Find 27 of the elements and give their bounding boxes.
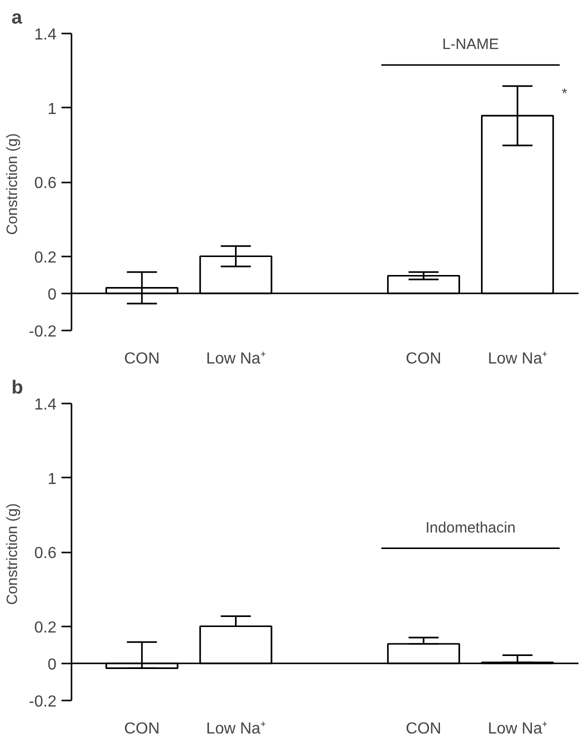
y-axis-title: Constriction (g) <box>4 503 21 605</box>
y-axis-title: Constriction (g) <box>4 133 21 235</box>
x-tick-label: CON <box>124 720 160 738</box>
y-tick-label: 0.2 <box>34 619 57 636</box>
x-tick-label: Low Na⁺ <box>206 720 266 738</box>
y-tick-label: 1 <box>48 100 57 118</box>
x-tick-label: Low Na⁺ <box>206 350 266 368</box>
x-tick-label: Low Na⁺ <box>488 720 548 738</box>
x-tick-label: Low Na⁺ <box>488 350 548 368</box>
y-tick-label: -0.2 <box>28 694 57 710</box>
y-tick-label: -0.2 <box>28 324 57 340</box>
y-tick-label: 1.4 <box>34 396 57 414</box>
y-tick-label: 0 <box>48 656 57 674</box>
y-tick-label: 0.6 <box>34 175 57 192</box>
y-tick-label: 0.6 <box>34 545 57 562</box>
x-tick-label: CON <box>406 720 442 738</box>
y-tick-label: 0 <box>48 286 57 304</box>
x-tick-label: CON <box>406 350 442 368</box>
chart-title: a <box>12 8 22 28</box>
ref-line-label: L-NAME <box>442 36 499 54</box>
y-tick-label: 0.2 <box>34 249 57 266</box>
x-tick-label: CON <box>124 350 160 368</box>
y-tick-label: 1.4 <box>34 26 57 44</box>
annotation: * <box>562 84 568 101</box>
chart-title: b <box>12 378 24 398</box>
y-tick-label: 1 <box>48 470 57 488</box>
ref-line-label: Indomethacin <box>426 519 516 536</box>
